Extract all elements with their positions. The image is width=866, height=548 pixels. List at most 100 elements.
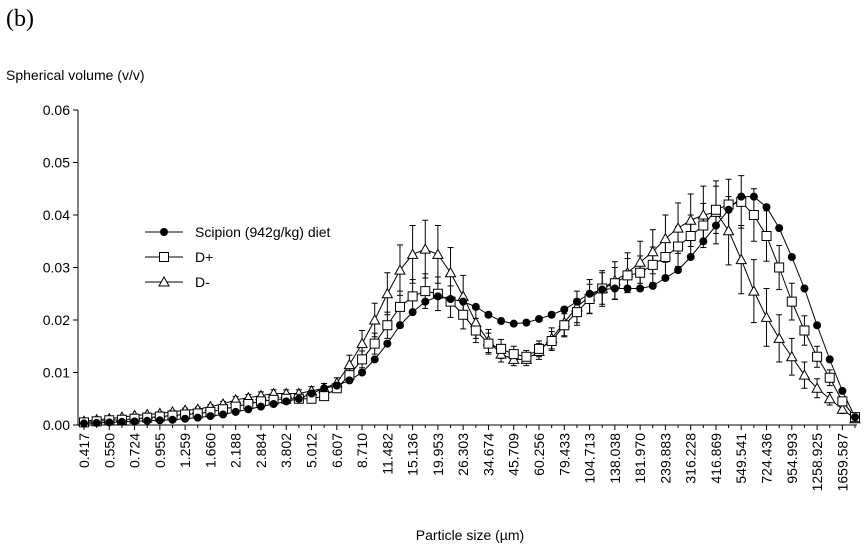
marker [622,270,633,281]
marker [432,248,444,259]
x-tick-label: 34.674 [480,433,496,476]
marker [799,325,810,336]
marker [80,419,88,428]
marker [535,314,544,323]
x-tick-label: 11.482 [379,433,395,475]
marker [623,284,632,293]
marker [469,316,482,328]
marker [825,355,834,364]
marker [357,354,368,365]
marker [760,311,773,322]
x-tick-label: 79.433 [556,433,572,476]
marker [673,241,684,252]
y-tick-label: 0.05 [43,155,70,171]
marker [181,414,190,423]
marker [851,413,859,422]
x-tick-label: 45.709 [506,433,522,476]
marker [369,338,380,349]
marker [395,321,404,330]
y-tick-label: 0.06 [43,102,70,118]
marker [685,231,696,241]
marker [446,295,455,303]
marker [838,386,847,395]
y-tick-label: 0.01 [43,365,70,381]
marker [762,203,771,212]
x-tick-label: 0.724 [127,433,143,468]
x-tick-label: 6.607 [329,433,345,468]
series-line [83,211,856,422]
marker [697,208,710,220]
marker [219,410,228,419]
marker [798,369,811,380]
marker [256,402,265,411]
marker [786,296,797,307]
marker [470,325,481,336]
marker [356,337,368,349]
y-tick-label: 0.04 [43,207,70,223]
x-tick-label: 0.417 [76,433,92,468]
marker [735,253,748,265]
marker [458,309,469,320]
marker [748,285,760,296]
marker [560,305,569,314]
y-tick-label: 0.03 [43,260,70,276]
panel-label: (b) [6,6,34,32]
marker [497,317,506,326]
x-tick-label: 5.012 [304,433,320,468]
marker [823,392,836,404]
marker [345,376,354,385]
marker [598,285,607,294]
marker [92,418,101,427]
marker [572,297,581,306]
legend-marker [159,252,169,262]
legend-label: D+ [195,249,213,265]
marker [381,287,394,299]
x-tick-label: 15.136 [405,433,421,476]
x-tick-label: 1.660 [202,433,218,468]
x-tick-label: 1659.587 [834,433,850,492]
marker [206,412,215,421]
marker [785,350,798,362]
marker [383,339,392,348]
x-tick-label: 19.953 [430,433,446,476]
marker [774,262,785,273]
marker [521,351,532,362]
marker [711,221,720,230]
x-tick-label: 2.884 [253,433,269,468]
marker [661,274,670,282]
x-tick-label: 416.869 [708,433,724,484]
x-tick-label: 0.955 [152,433,168,468]
marker [824,372,835,383]
y-axis-title: Spherical volume (v/v) [6,67,145,83]
marker [724,205,733,214]
marker [761,231,772,241]
marker [635,267,646,278]
legend-label: D- [195,274,210,290]
marker [143,416,152,425]
marker [659,232,672,244]
x-tick-label: 26.303 [455,433,471,476]
marker [193,413,202,422]
marker [737,192,746,201]
marker [419,243,432,254]
marker [433,292,442,301]
marker [406,248,419,259]
x-tick-label: 1258.925 [809,433,825,492]
marker [547,310,556,319]
x-tick-label: 0.550 [101,433,117,468]
marker [282,397,291,406]
x-tick-label: 3.802 [278,433,294,468]
x-tick-label: 138.038 [607,433,623,484]
marker [775,224,784,233]
marker [585,289,594,298]
marker [444,266,457,278]
marker [546,336,557,346]
marker [684,214,697,225]
x-tick-label: 1.259 [177,433,193,468]
marker [320,384,329,393]
marker [420,286,431,297]
marker [710,204,721,215]
x-tick-label: 954.993 [784,433,800,484]
